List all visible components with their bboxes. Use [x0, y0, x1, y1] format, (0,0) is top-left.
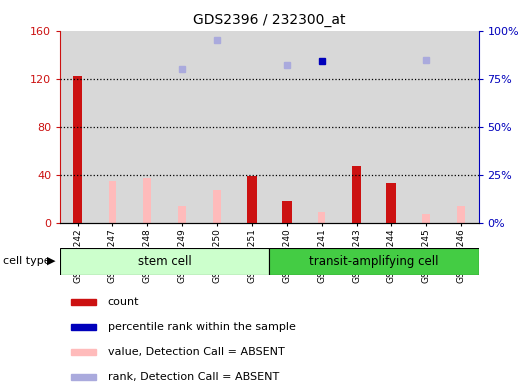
Bar — [269, 31, 304, 223]
Text: count: count — [108, 297, 139, 307]
Bar — [339, 31, 374, 223]
Bar — [73, 76, 83, 223]
Bar — [282, 201, 292, 223]
Bar — [143, 178, 151, 223]
Text: rank, Detection Call = ABSENT: rank, Detection Call = ABSENT — [108, 372, 279, 382]
Bar — [247, 176, 257, 223]
Bar — [457, 206, 465, 223]
Bar — [60, 248, 269, 275]
Bar — [351, 166, 361, 223]
Bar — [409, 31, 444, 223]
Text: percentile rank within the sample: percentile rank within the sample — [108, 322, 295, 332]
Text: value, Detection Call = ABSENT: value, Detection Call = ABSENT — [108, 347, 285, 357]
Bar — [71, 374, 96, 380]
Bar — [71, 349, 96, 355]
Bar — [444, 31, 479, 223]
Bar — [234, 31, 269, 223]
Bar — [213, 190, 221, 223]
Title: GDS2396 / 232300_at: GDS2396 / 232300_at — [193, 13, 346, 27]
Bar — [60, 31, 95, 223]
Bar — [200, 31, 234, 223]
Bar — [304, 31, 339, 223]
Bar — [269, 248, 479, 275]
Bar — [374, 31, 409, 223]
Bar — [386, 183, 396, 223]
Text: transit-amplifying cell: transit-amplifying cell — [309, 255, 439, 268]
Bar — [95, 31, 130, 223]
Text: cell type: cell type — [3, 256, 50, 266]
Bar — [71, 324, 96, 330]
Bar — [130, 31, 165, 223]
Text: stem cell: stem cell — [138, 255, 191, 268]
Text: ▶: ▶ — [47, 256, 55, 266]
Bar — [423, 214, 430, 223]
Bar — [318, 212, 325, 223]
Bar — [71, 300, 96, 305]
Bar — [165, 31, 200, 223]
Bar — [109, 181, 116, 223]
Bar — [178, 206, 186, 223]
